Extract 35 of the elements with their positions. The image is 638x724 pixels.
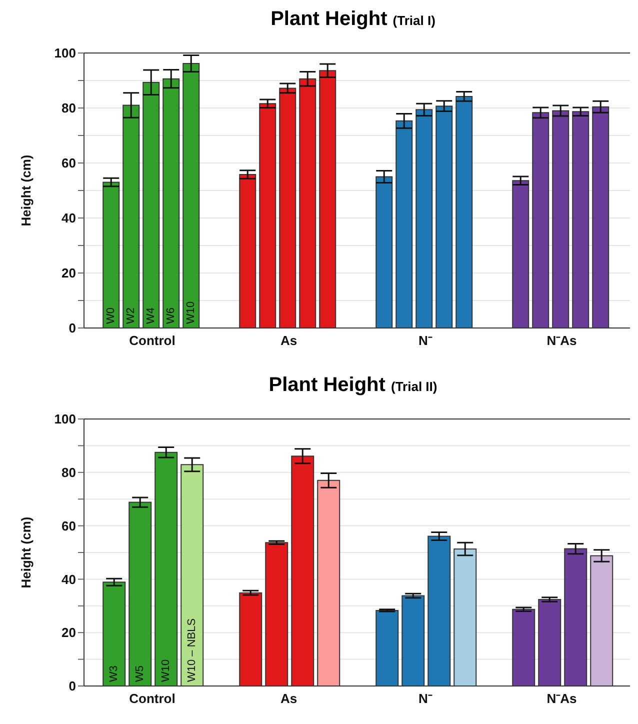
x-tick-label: As [280, 333, 298, 348]
y-tick-label: 80 [62, 100, 76, 116]
y-tick-label: 100 [54, 412, 76, 427]
y-tick-label: 60 [62, 518, 76, 534]
chart-subtitle: (Trial I) [392, 13, 436, 28]
y-tick-label: 20 [62, 625, 76, 640]
chart-subtitle: (Trial II) [391, 379, 438, 394]
series-label: W3 [108, 666, 120, 682]
series-label: W2 [125, 308, 138, 324]
y-axis-title: Height (cm) [18, 154, 34, 226]
y-tick-label: 80 [62, 465, 76, 480]
x-tick-label: N⁻As [546, 691, 577, 706]
series-label: W0 [105, 308, 118, 324]
x-tick-label: Control [129, 333, 176, 348]
y-tick-label: 40 [62, 572, 76, 587]
y-tick-label: 0 [68, 320, 76, 336]
x-tick-label: N⁻As [546, 333, 577, 348]
series-label: W10 [160, 659, 172, 682]
x-tick-label: N⁻ [418, 333, 433, 348]
chart-title: Plant Height [268, 374, 386, 396]
y-tick-label: 20 [62, 266, 76, 281]
y-tick-label: 60 [62, 156, 76, 171]
series-label: W6 [165, 308, 178, 324]
x-tick-label: N⁻ [418, 691, 433, 706]
y-axis-title: Height (cm) [18, 516, 34, 588]
x-tick-label: Control [129, 691, 176, 706]
series-label: W10 – NBLS [186, 618, 198, 682]
chart-title: Plant Height [270, 8, 388, 30]
y-tick-label: 40 [62, 210, 76, 226]
x-tick-label: As [280, 691, 298, 706]
series-label: W4 [145, 308, 158, 324]
series-label: W5 [134, 666, 146, 682]
y-tick-label: 100 [54, 46, 76, 61]
series-label: W10 [185, 301, 198, 324]
y-tick-label: 0 [68, 678, 76, 694]
